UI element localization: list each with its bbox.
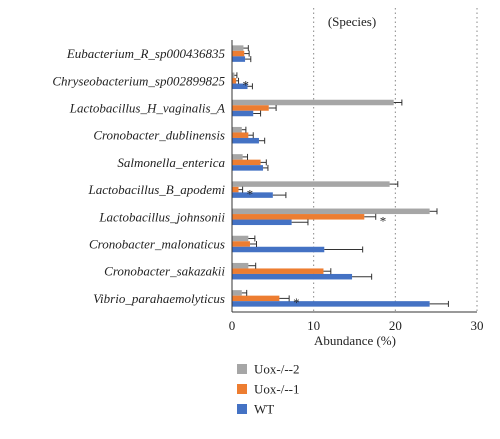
bar [232,268,324,274]
legend-label: Uox-/--1 [254,382,300,397]
category-label: Lactobacillus_B_apodemi [88,182,226,197]
significance-star: * [380,214,387,229]
bar-group [232,290,430,307]
x-tick-label: 0 [229,318,236,333]
bar [232,110,254,117]
bar-group [232,154,264,171]
bar-group [232,99,394,117]
category-label: Chryseobacterium_sp002899825 [52,73,225,88]
bar [232,50,245,57]
legend-swatch [237,404,247,414]
legend-label: WT [254,402,274,417]
bar [232,78,237,84]
legend-item: WT [237,402,274,417]
bar-group [232,181,390,198]
significance-star: * [293,295,300,310]
error-bars [234,45,449,307]
bar [232,301,430,307]
bar-group [232,208,430,226]
legend-item: Uox-/--2 [237,362,300,377]
category-label: Lactobacillus_H_vaginalis_A [69,101,225,116]
bar [232,208,430,215]
category-label: Lactobacillus_johnsonii [98,209,225,224]
bar [232,235,249,242]
x-tick-label: 10 [307,318,320,333]
category-label: Salmonella_enterica [117,155,225,170]
category-labels: Eubacterium_R_sp000436835 Chryseobacteriu… [52,46,225,306]
bar [232,241,250,247]
x-tick-label: 20 [389,318,402,333]
bar [232,262,249,269]
bar [232,219,292,226]
bar [232,154,243,160]
significance-star: * [243,78,250,93]
chart-title: (Species) [328,14,376,29]
bar [232,192,273,198]
category-label: Cronobacter_malonaticus [89,237,225,252]
significance-star: * [247,186,254,201]
bar-groups [232,45,430,307]
legend-item: Uox-/--1 [237,382,300,397]
bar-group [232,262,353,280]
category-label: Cronobacter_sakazakii [104,264,225,279]
grid-lines [313,8,478,312]
bar-group [232,235,325,253]
category-label: Eubacterium_R_sp000436835 [66,46,226,61]
bar [232,45,244,51]
bar [232,165,264,171]
bar [232,56,246,62]
bar [232,132,249,138]
category-label: Cronobacter_dublinensis [93,128,225,143]
bar [232,273,353,280]
legend-label: Uox-/--2 [254,362,300,377]
bar [232,83,248,90]
bar-group [232,126,259,144]
bar [232,159,261,166]
bar [232,126,242,133]
legend-swatch [237,384,247,394]
bar [232,181,390,187]
bar [232,99,394,106]
significance-markers: * * * * [243,78,387,311]
bar-group [232,72,248,90]
legend: Uox-/--2 Uox-/--1 WT [237,362,300,417]
bar [232,214,365,220]
x-tick-label: 30 [471,318,484,333]
bar [232,186,239,193]
bar-group [232,45,246,62]
bar [232,246,325,253]
bar [232,290,242,296]
category-label: Vibrio_parahaemolyticus [93,291,225,306]
legend-swatch [237,364,247,374]
bar [232,137,259,144]
x-tick-labels: 0 10 20 30 [229,318,484,333]
bar [232,295,280,302]
bar [232,72,235,79]
x-axis-label: Abundance (%) [314,333,396,348]
bar [232,105,269,111]
